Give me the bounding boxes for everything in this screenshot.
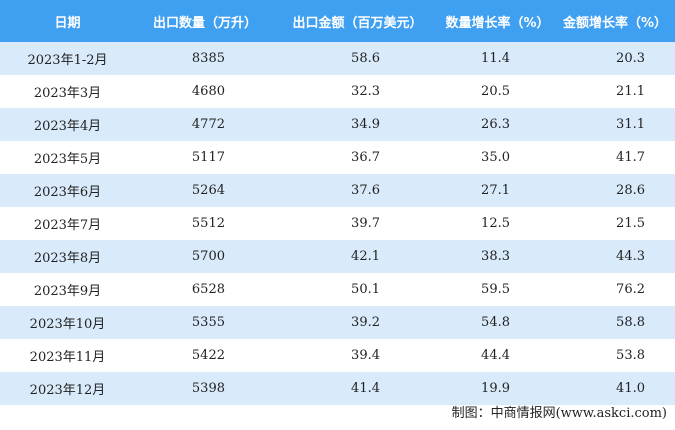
cell-quantity-growth: 19.9: [440, 372, 555, 405]
cell-quantity: 5422: [191, 348, 225, 363]
cell-amount-growth: 21.1: [616, 84, 645, 99]
cell-amount: 41.4: [275, 372, 440, 405]
source-note: 制图：中商情报网(www.askci.com): [451, 406, 667, 421]
cell-amount-growth: 76.2: [616, 282, 645, 297]
cell-date: 2023年11月: [29, 350, 106, 365]
cell-date: 2023年9月: [33, 284, 102, 299]
cell-quantity: 5398: [135, 372, 275, 405]
cell-quantity-growth: 12.5: [481, 216, 510, 231]
cell-date: 2023年1-2月: [0, 42, 135, 75]
cell-quantity: 5117: [191, 150, 225, 165]
cell-quantity-growth: 11.4: [440, 42, 555, 75]
cell-quantity: 5700: [135, 240, 275, 273]
cell-quantity-growth: 35.0: [481, 150, 510, 165]
cell-quantity-growth: 54.8: [440, 306, 555, 339]
cell-amount-growth: 28.6: [555, 174, 675, 207]
cell-quantity: 5512: [191, 216, 225, 231]
cell-quantity-growth: 26.3: [440, 108, 555, 141]
table-row: 2023年7月 5512 39.7 12.5 21.5: [0, 207, 675, 240]
cell-amount-growth: 53.8: [616, 348, 645, 363]
header-quantity: 出口数量（万升）: [135, 0, 275, 42]
header-date: 日期: [0, 0, 135, 42]
cell-amount: 39.7: [351, 216, 380, 231]
cell-quantity: 4680: [191, 84, 225, 99]
table-row: 2023年5月 5117 36.7 35.0 41.7: [0, 141, 675, 174]
header-row: 日期 出口数量（万升） 出口金额（百万美元） 数量增长率（%） 金额增长率（%）: [0, 0, 675, 42]
cell-amount: 50.1: [351, 282, 380, 297]
table-row: 2023年11月 5422 39.4 44.4 53.8: [0, 339, 675, 372]
table-row: 2023年1-2月 8385 58.6 11.4 20.3: [0, 42, 675, 75]
cell-amount-growth: 20.3: [555, 42, 675, 75]
table-row: 2023年4月 4772 34.9 26.3 31.1: [0, 108, 675, 141]
cell-date: 2023年8月: [0, 240, 135, 273]
cell-amount: 42.1: [275, 240, 440, 273]
export-table: 日期 出口数量（万升） 出口金额（百万美元） 数量增长率（%） 金额增长率（%）…: [0, 0, 675, 405]
header-amount: 出口金额（百万美元）: [275, 0, 440, 42]
cell-amount: 34.9: [275, 108, 440, 141]
cell-date: 2023年6月: [0, 174, 135, 207]
table-row: 2023年8月 5700 42.1 38.3 44.3: [0, 240, 675, 273]
header-amount-growth: 金额增长率（%）: [555, 0, 675, 42]
cell-date: 2023年5月: [33, 152, 102, 167]
cell-amount: 58.6: [275, 42, 440, 75]
cell-amount-growth: 41.0: [555, 372, 675, 405]
cell-quantity: 4772: [135, 108, 275, 141]
cell-amount-growth: 31.1: [555, 108, 675, 141]
table-row: 2023年3月 4680 32.3 20.5 21.1: [0, 75, 675, 108]
cell-quantity-growth: 27.1: [440, 174, 555, 207]
cell-amount-growth: 44.3: [555, 240, 675, 273]
table-row: 2023年10月 5355 39.2 54.8 58.8: [0, 306, 675, 339]
cell-amount: 39.2: [275, 306, 440, 339]
cell-quantity: 5355: [135, 306, 275, 339]
cell-quantity-growth: 59.5: [481, 282, 510, 297]
cell-amount: 37.6: [275, 174, 440, 207]
cell-date: 2023年7月: [33, 218, 102, 233]
header-quantity-growth: 数量增长率（%）: [440, 0, 555, 42]
cell-quantity-growth: 38.3: [440, 240, 555, 273]
table-row: 2023年9月 6528 50.1 59.5 76.2: [0, 273, 675, 306]
cell-date: 2023年4月: [0, 108, 135, 141]
cell-quantity-growth: 20.5: [481, 84, 510, 99]
cell-date: 2023年3月: [33, 86, 102, 101]
cell-amount-growth: 58.8: [555, 306, 675, 339]
cell-date: 2023年10月: [0, 306, 135, 339]
cell-quantity-growth: 44.4: [481, 348, 510, 363]
cell-quantity: 6528: [191, 282, 225, 297]
cell-amount: 32.3: [351, 84, 380, 99]
cell-quantity: 5264: [135, 174, 275, 207]
cell-quantity: 8385: [135, 42, 275, 75]
cell-amount: 39.4: [351, 348, 380, 363]
table-row: 2023年12月 5398 41.4 19.9 41.0: [0, 372, 675, 405]
cell-amount-growth: 41.7: [616, 150, 645, 165]
cell-amount-growth: 21.5: [616, 216, 645, 231]
table-row: 2023年6月 5264 37.6 27.1 28.6: [0, 174, 675, 207]
cell-date: 2023年12月: [0, 372, 135, 405]
cell-amount: 36.7: [351, 150, 380, 165]
